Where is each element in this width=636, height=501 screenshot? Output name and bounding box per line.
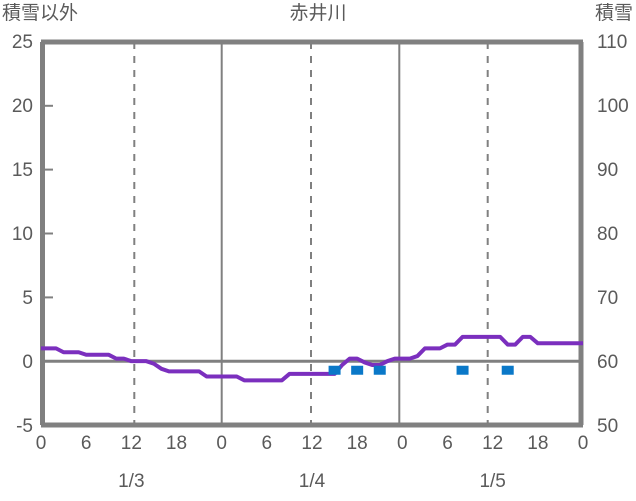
- page-title: 赤井川: [289, 3, 347, 24]
- y-left-tick-10: 10: [11, 224, 33, 245]
- x-axis-hour-tick: 0: [577, 433, 589, 454]
- x-axis-hour-tick: 6: [80, 433, 92, 454]
- temperature-line: [41, 334, 583, 383]
- y-left-tick-15: 15: [11, 160, 33, 181]
- x-axis-hour-tick: 6: [442, 433, 453, 454]
- x-axis-date-tick: 1/5: [479, 471, 506, 492]
- snow-depth-marker: [456, 365, 469, 375]
- y-left-tick-neg5: -5: [16, 416, 33, 437]
- x-axis-hour-tick: 18: [165, 433, 188, 454]
- x-axis-hour-tick: 6: [261, 433, 273, 454]
- y-right-tick-90: 90: [597, 160, 619, 181]
- snow-depth-marker: [373, 365, 386, 375]
- y-left-tick-0: 0: [22, 352, 33, 373]
- snow-depth-marker: [328, 365, 341, 375]
- x-axis-hour-tick: 12: [120, 433, 142, 454]
- y-right-tick-80: 80: [597, 224, 619, 245]
- x-axis-hour-tick: 0: [216, 433, 227, 454]
- y-left-tick-20: 20: [11, 96, 33, 117]
- y-right-tick-50: 50: [597, 416, 619, 437]
- x-axis-hour-tick: 12: [482, 433, 504, 454]
- x-axis-hour-tick: 18: [527, 433, 549, 454]
- x-axis-date-tick: 1/4: [298, 471, 326, 492]
- x-axis-hour-tick: 12: [301, 433, 323, 454]
- y-right-tick-70: 70: [597, 288, 619, 309]
- left-axis-ticks: [45, 41, 53, 363]
- plot-frame: [40, 39, 584, 428]
- y-left-tick-25: 25: [11, 32, 33, 53]
- x-axis-hour-tick: 18: [346, 433, 368, 454]
- x-axis-hour-tick: 0: [35, 433, 47, 454]
- data-series-layer: [41, 334, 583, 383]
- y-left-tick-5: 5: [22, 288, 33, 309]
- left-axis-title: 積雪以外: [2, 3, 79, 24]
- x-axis-hour-tick: 0: [397, 433, 408, 454]
- y-right-tick-60: 60: [597, 352, 619, 373]
- y-right-tick-110: 110: [597, 32, 628, 53]
- x-axis-date-tick: 1/3: [118, 471, 145, 492]
- y-right-tick-100: 100: [597, 96, 629, 117]
- snow-depth-marker: [501, 365, 514, 375]
- right-axis-title: 積雪: [594, 3, 633, 24]
- snow-depth-marker: [351, 365, 364, 375]
